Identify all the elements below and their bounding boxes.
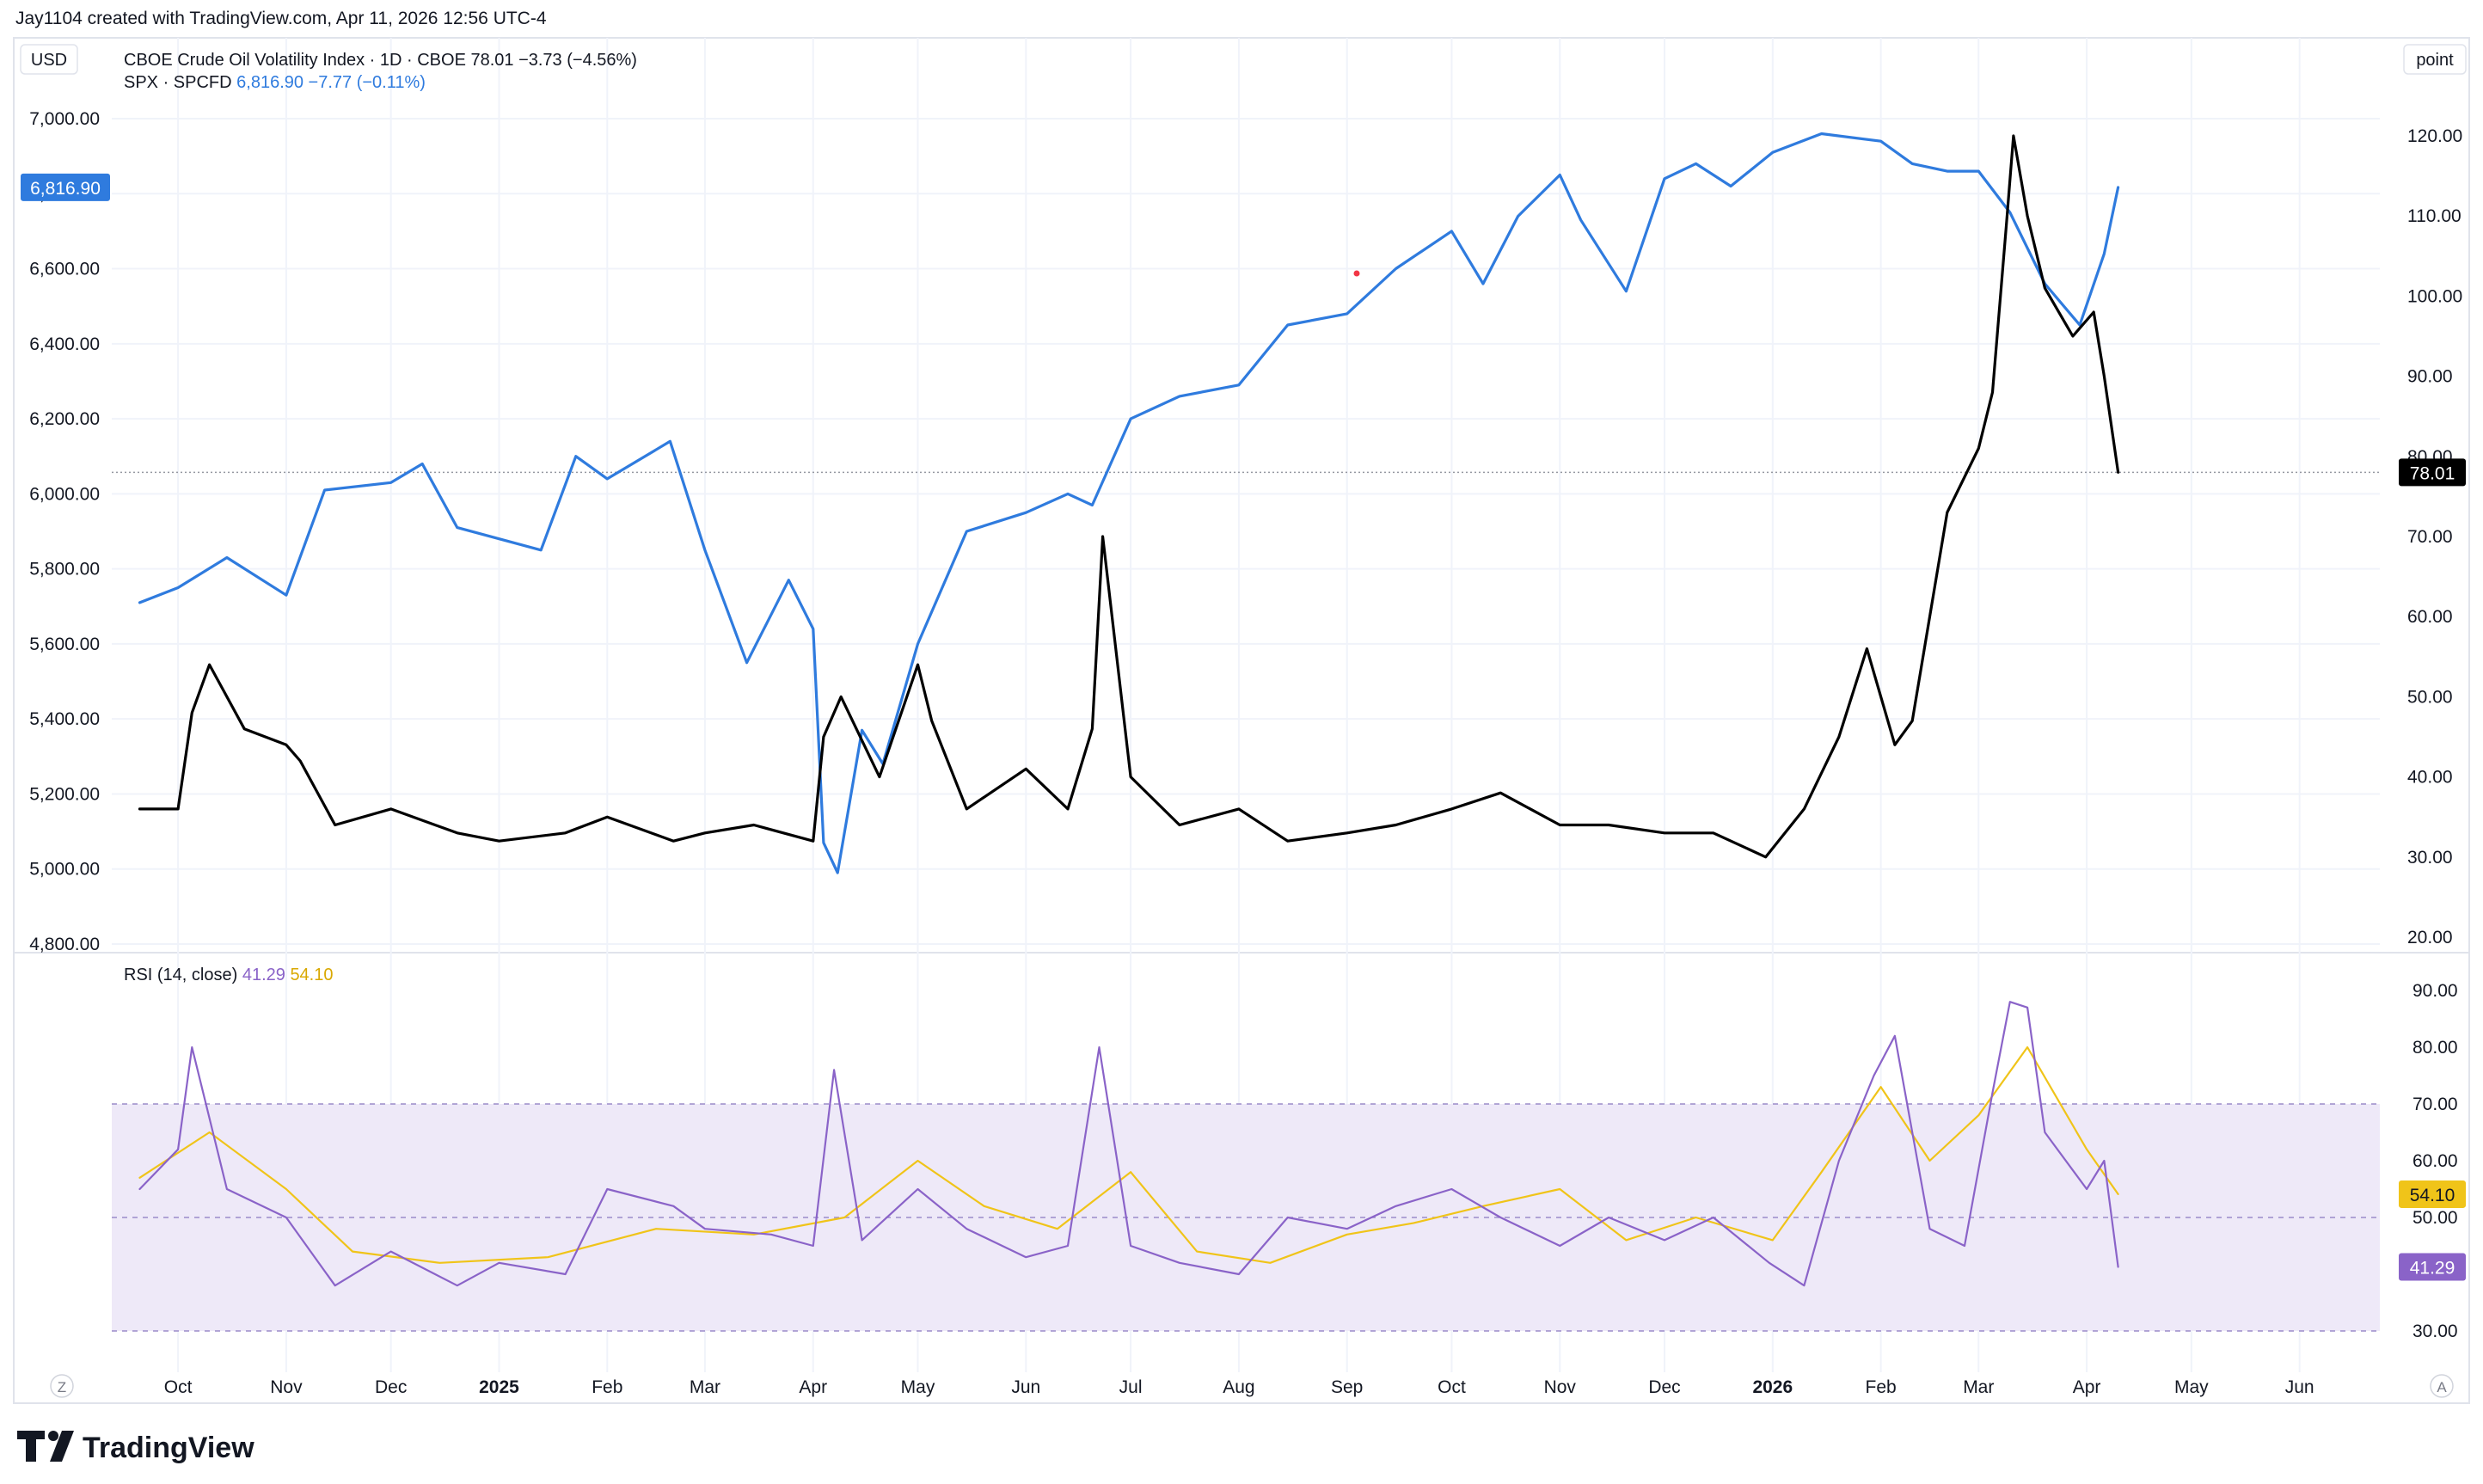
rsi-axis-tick: 30.00: [2412, 1321, 2458, 1341]
spx-last-badge-bg: [21, 173, 110, 201]
left-axis-tick: 6,000.00: [29, 484, 100, 504]
rsi-ma-last-badge-bg: [2399, 1180, 2466, 1208]
zoom-button: Z: [58, 1379, 66, 1395]
left-axis-tick: 5,600.00: [29, 635, 100, 654]
right-axis-tick: 100.00: [2407, 286, 2462, 306]
legend-rsi-value: 41.29: [242, 966, 291, 984]
x-axis-tick: Feb: [1866, 1377, 1897, 1397]
x-axis-tick: Apr: [2073, 1377, 2101, 1397]
right-axis-tick: 30.00: [2407, 848, 2453, 868]
legend-ovx-value: 78.01 −3.73 (−4.56%): [470, 51, 636, 70]
x-axis-tick: Sep: [1331, 1377, 1363, 1397]
auto-scale-button-bg: [2430, 1374, 2454, 1398]
legend-spx-name: SPX · SPCFD: [124, 73, 236, 92]
rsi-axis-tick: 90.00: [2412, 981, 2458, 1001]
currency-label: USD: [31, 51, 67, 70]
x-axis-tick: Jul: [1119, 1377, 1143, 1397]
rsi-last-badge: 41.29: [2410, 1258, 2455, 1278]
legend-spx: SPX · SPCFD 6,816.90 −7.77 (−0.11%): [124, 73, 426, 92]
legend-rsi: RSI (14, close) 41.29 54.10: [124, 966, 334, 984]
x-axis-tick: Apr: [799, 1377, 827, 1397]
x-axis-tick: Oct: [1438, 1377, 1466, 1397]
rsi-last-badge-bg: [2399, 1253, 2466, 1281]
chart-frame: [13, 37, 2470, 1404]
legend-spx-value: 6,816.90 −7.77 (−0.11%): [236, 73, 426, 92]
rsi-axis-tick: 50.00: [2412, 1208, 2458, 1228]
x-axis-tick: Mar: [690, 1377, 720, 1397]
right-axis-tick: 120.00: [2407, 126, 2462, 146]
legend-ovx: CBOE Crude Oil Volatility Index · 1D · C…: [124, 51, 637, 70]
auto-scale-button: A: [2437, 1379, 2447, 1395]
tradingview-brand: TradingView: [83, 1432, 254, 1464]
rsi-axis-tick: 70.00: [2412, 1095, 2458, 1114]
left-axis-tick: 5,400.00: [29, 709, 100, 729]
left-axis-tick: 7,000.00: [29, 109, 100, 129]
left-axis-tick: 6,200.00: [29, 409, 100, 429]
event-marker: [1353, 270, 1360, 277]
x-axis-tick: Jun: [2285, 1377, 2314, 1397]
rsi-ma-line: [138, 1046, 2119, 1264]
unit-label: point: [2416, 51, 2454, 70]
x-axis-tick: Aug: [1223, 1377, 1254, 1397]
unit-box: [2403, 44, 2467, 75]
right-axis-tick: 40.00: [2407, 768, 2453, 788]
attribution-text: Jay1104 created with TradingView.com, Ap…: [15, 9, 547, 28]
spx-series-line: [138, 132, 2120, 874]
ovx-last-badge: 78.01: [2410, 463, 2455, 483]
tradingview-logo-icon: [17, 1431, 74, 1462]
x-axis-tick: Dec: [1648, 1377, 1680, 1397]
legend-rsi-name: RSI (14, close): [124, 966, 242, 984]
left-axis-tick: 6,400.00: [29, 334, 100, 354]
right-axis-tick: 60.00: [2407, 607, 2453, 627]
rsi-line: [138, 1001, 2119, 1287]
x-axis-tick: Dec: [375, 1377, 407, 1397]
left-axis-tick: 5,800.00: [29, 560, 100, 579]
zoom-button-bg: [50, 1374, 74, 1398]
x-axis-tick: Oct: [164, 1377, 193, 1397]
currency-box: [20, 44, 78, 75]
legend-ovx-name: CBOE Crude Oil Volatility Index · 1D · C…: [124, 51, 470, 70]
x-axis-tick: Mar: [1963, 1377, 1994, 1397]
right-axis-tick: 110.00: [2407, 206, 2462, 226]
x-axis-tick: 2026: [1752, 1377, 1793, 1397]
x-axis-tick: May: [901, 1377, 935, 1397]
legend-rsi-ma-value: 54.10: [290, 966, 333, 984]
x-axis-tick: May: [2174, 1377, 2209, 1397]
rsi-ma-last-badge: 54.10: [2410, 1186, 2455, 1205]
x-axis-tick: Jun: [1011, 1377, 1040, 1397]
right-axis-tick: 70.00: [2407, 527, 2453, 547]
ovx-last-badge-bg: [2399, 458, 2466, 487]
rsi-band: [112, 1104, 2380, 1331]
x-axis-tick: Nov: [1544, 1377, 1577, 1397]
x-axis-tick: 2025: [479, 1377, 519, 1397]
left-axis-tick: 5,200.00: [29, 784, 100, 804]
ovx-series-line: [138, 134, 2120, 859]
x-axis-tick: Nov: [270, 1377, 303, 1397]
x-axis-tick: Feb: [592, 1377, 622, 1397]
right-axis-tick: 20.00: [2407, 928, 2453, 947]
spx-last-badge: 6,816.90: [30, 179, 101, 199]
left-axis-tick: 6,600.00: [29, 260, 100, 279]
right-axis-tick: 50.00: [2407, 687, 2453, 707]
tradingview-logo-dot: [48, 1431, 58, 1441]
left-axis-tick: 5,000.00: [29, 860, 100, 880]
left-axis-tick: 4,800.00: [29, 935, 100, 954]
rsi-axis-tick: 60.00: [2412, 1151, 2458, 1171]
rsi-axis-tick: 80.00: [2412, 1038, 2458, 1058]
right-axis-tick: 90.00: [2407, 367, 2453, 387]
